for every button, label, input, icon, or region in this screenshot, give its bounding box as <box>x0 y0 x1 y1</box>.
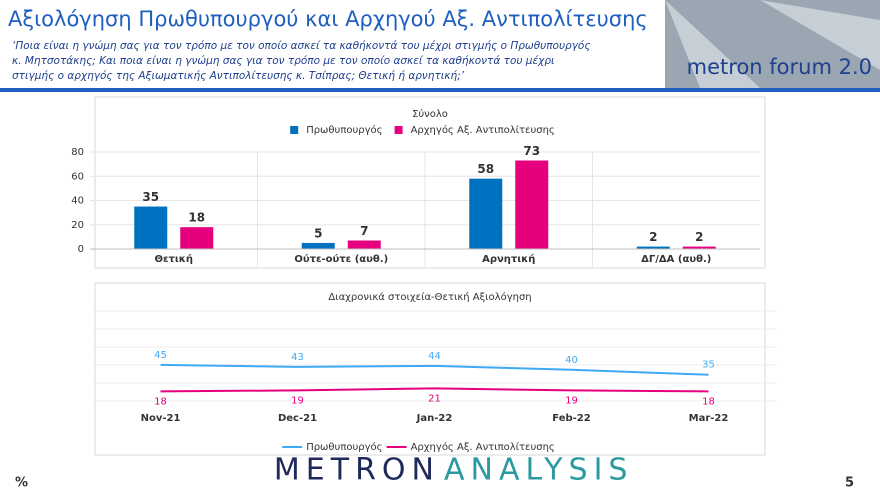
data-label: 40 <box>565 355 578 366</box>
page-number: 5 <box>845 476 854 491</box>
data-label: 19 <box>565 395 578 406</box>
bar <box>347 240 381 249</box>
legend-swatch <box>290 126 299 134</box>
data-label: 19 <box>291 395 304 406</box>
chart-frame <box>94 96 766 269</box>
subtitle: ‘Ποια είναι η γνώμη σας για τον τρόπο με… <box>12 40 591 52</box>
logo-text: metron forum 2.0 <box>687 55 872 79</box>
data-label: 45 <box>154 350 167 361</box>
bar <box>515 160 549 249</box>
x-tick-label: Θετική <box>154 253 193 265</box>
bar <box>682 246 716 249</box>
data-label: 7 <box>360 224 368 238</box>
x-tick-label: Mar-22 <box>689 413 729 424</box>
x-tick-label: Αρνητική <box>482 253 535 265</box>
x-tick-label: Jan-22 <box>416 413 453 424</box>
brand: METRON <box>274 453 440 488</box>
data-label: 2 <box>695 230 703 244</box>
data-label: 21 <box>428 393 441 404</box>
header-rule <box>0 88 880 92</box>
y-tick-label: 0 <box>78 244 84 255</box>
data-label: 18 <box>188 211 205 225</box>
legend-label: Αρχηγός Αξ. Αντιπολίτευσης <box>411 441 555 453</box>
data-label: 43 <box>291 352 304 363</box>
title: Αξιολόγηση Πρωθυπουργού και Αρχηγού Αξ. … <box>8 7 648 31</box>
subtitle: στιγμής ο αρχηγός της Αξιωματικής Αντιπο… <box>12 70 465 82</box>
bar <box>301 242 335 249</box>
y-tick-label: 20 <box>71 220 84 231</box>
legend-label: Πρωθυπουργός <box>306 124 382 136</box>
chart-frame <box>94 282 766 456</box>
x-tick-label: ΔΓ/ΔΑ (αυθ.) <box>641 254 711 265</box>
y-tick-label: 60 <box>71 171 84 182</box>
bar <box>469 178 503 249</box>
brand: ANALYSIS <box>444 453 633 488</box>
legend-label: Πρωθυπουργός <box>306 441 382 453</box>
data-label: 5 <box>314 226 322 240</box>
logo-decor <box>665 0 880 88</box>
subtitle: κ. Μητσοτάκης; Και ποια είναι η γνώμη σα… <box>12 55 555 67</box>
x-tick-label: Ούτε-ούτε (αυθ.) <box>294 253 388 265</box>
data-label: 35 <box>702 360 715 371</box>
legend-swatch <box>394 126 403 134</box>
chart-title: Σύνολο <box>412 108 448 120</box>
bar <box>134 206 168 249</box>
data-label: 18 <box>702 396 715 407</box>
data-label: 18 <box>154 396 167 407</box>
chart-title: Διαχρονικά στοιχεία-Θετική Αξιολόγηση <box>328 291 531 303</box>
y-tick-label: 80 <box>71 147 84 158</box>
line <box>160 387 709 393</box>
x-tick-label: Feb-22 <box>552 413 590 424</box>
line <box>160 363 709 376</box>
y-tick-label: 40 <box>71 196 84 207</box>
unit: % <box>15 476 28 491</box>
bar <box>180 227 214 249</box>
data-label: 73 <box>523 144 540 158</box>
bar <box>636 246 670 249</box>
data-label: 58 <box>477 162 494 176</box>
legend-label: Αρχηγός Αξ. Αντιπολίτευσης <box>411 124 555 136</box>
x-tick-label: Nov-21 <box>141 413 181 424</box>
data-label: 35 <box>142 190 159 204</box>
data-label: 44 <box>428 351 441 362</box>
x-tick-label: Dec-21 <box>278 413 317 424</box>
data-label: 2 <box>649 230 657 244</box>
